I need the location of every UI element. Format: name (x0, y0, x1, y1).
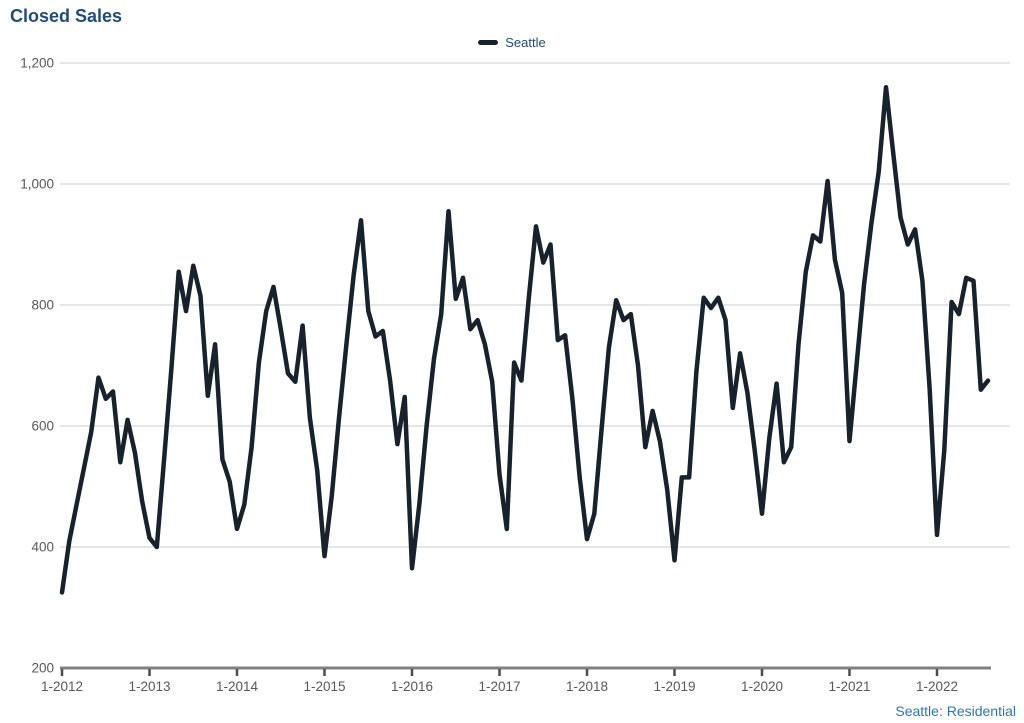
legend-label-seattle: Seattle (505, 34, 546, 50)
legend: Seattle (0, 33, 1024, 51)
y-tick-label-200: 200 (31, 661, 54, 676)
y-tick-label-600: 600 (31, 419, 54, 434)
x-tick-label-1-2017: 1-2017 (478, 679, 520, 694)
x-tick-label-1-2016: 1-2016 (391, 679, 433, 694)
seattle-series-swatch-icon (478, 39, 499, 45)
x-tick-label-1-2020: 1-2020 (741, 679, 783, 694)
x-tick-label-1-2019: 1-2019 (653, 679, 695, 694)
x-tick-label-1-2012: 1-2012 (41, 679, 83, 694)
x-tick-label-1-2013: 1-2013 (128, 679, 170, 694)
x-tick-label-1-2022: 1-2022 (916, 679, 958, 694)
x-tick-label-1-2021: 1-2021 (828, 679, 870, 694)
x-tick-label-1-2015: 1-2015 (303, 679, 345, 694)
x-tick-label-1-2014: 1-2014 (216, 679, 259, 694)
y-tick-label-1000: 1,000 (20, 177, 54, 192)
x-tick-label-1-2018: 1-2018 (566, 679, 608, 694)
chart-footnote: Seattle: Residential (895, 703, 1016, 719)
series-line-seattle (59, 84, 991, 595)
page-title: Closed Sales (10, 6, 123, 26)
y-tick-label-400: 400 (31, 540, 54, 555)
y-tick-label-1200: 1,200 (20, 56, 54, 71)
y-tick-label-800: 800 (31, 298, 54, 313)
